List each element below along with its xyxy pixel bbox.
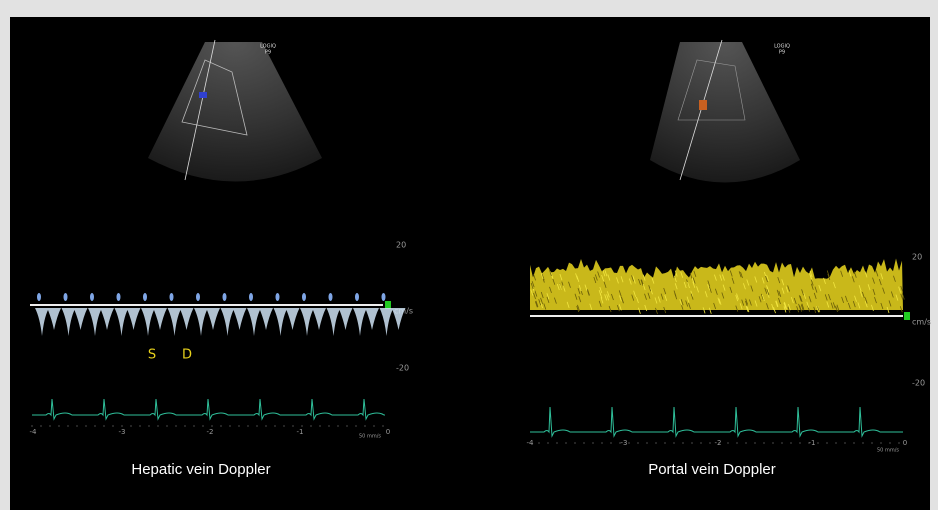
sample-gate: [199, 92, 207, 98]
scale-label: -20: [396, 364, 409, 373]
time-label: -1: [809, 439, 816, 447]
scale-label: 20: [396, 241, 406, 250]
doppler-blip: [64, 293, 68, 301]
background: [10, 17, 930, 510]
caption: Portal vein Doppler: [648, 461, 776, 478]
sweep-speed: 50 mm/s: [877, 448, 899, 454]
scale-label: -20: [912, 379, 925, 388]
sweep-speed: 50 mm/s: [359, 434, 381, 440]
time-label: -3: [621, 439, 628, 447]
time-label: -3: [119, 428, 126, 436]
time-label: -1: [297, 428, 304, 436]
scale-label: cm/s: [912, 318, 931, 327]
doppler-blip: [37, 293, 41, 301]
doppler-blip: [276, 293, 280, 301]
time-label: 0: [903, 439, 907, 447]
doppler-blip: [143, 293, 147, 301]
time-label: -2: [207, 428, 214, 436]
doppler-blip: [329, 293, 333, 301]
doppler-blip: [196, 293, 200, 301]
baseline-marker: [385, 301, 391, 309]
d-wave-label: D: [182, 348, 192, 363]
sample-gate: [699, 100, 707, 110]
doppler-blip: [90, 293, 94, 301]
time-label: -2: [715, 439, 722, 447]
time-label: 0: [386, 428, 390, 436]
figure: LOGIQ P9 20 cm/s -20 -4 -3 -2 -1 0 50 mm…: [0, 0, 938, 510]
s-wave-label: S: [148, 348, 156, 363]
doppler-blip: [302, 293, 306, 301]
doppler-blip: [382, 293, 386, 301]
logo: P9: [779, 50, 785, 56]
doppler-blip: [223, 293, 227, 301]
scale-label: 20: [912, 253, 922, 262]
doppler-blip: [117, 293, 121, 301]
logo: P9: [265, 50, 271, 56]
caption: Hepatic vein Doppler: [131, 461, 270, 478]
doppler-blip: [170, 293, 174, 301]
time-label: -4: [30, 428, 38, 436]
doppler-blip: [355, 293, 359, 301]
baseline-marker: [904, 312, 910, 320]
doppler-blip: [249, 293, 253, 301]
